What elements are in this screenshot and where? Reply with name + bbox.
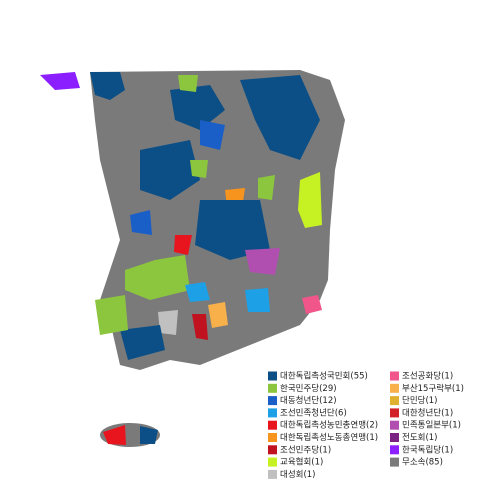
legend-swatch xyxy=(268,408,277,418)
legend-swatch xyxy=(268,469,277,479)
legend-label: 대한독립촉성농민총연맹(2) xyxy=(280,420,378,431)
legend-label: 조선민주당(1) xyxy=(280,444,331,455)
legend-swatch xyxy=(268,433,277,442)
legend-swatch xyxy=(268,383,277,393)
legend-swatch xyxy=(390,408,399,418)
legend-swatch xyxy=(390,445,399,455)
legend-swatch xyxy=(268,396,277,406)
legend-label: 단민당(1) xyxy=(402,395,438,406)
legend-swatch xyxy=(268,371,277,381)
legend-label: 대성회(1) xyxy=(280,470,316,480)
legend-swatch xyxy=(268,420,277,430)
legend-swatch xyxy=(390,396,399,406)
legend-label: 전도회(1) xyxy=(402,432,438,443)
legend-swatch xyxy=(390,383,399,393)
legend-swatch xyxy=(390,420,399,430)
legend-label: 조선민족청년단(6) xyxy=(280,407,347,418)
legend-label: 부산15구락부(1) xyxy=(402,383,464,394)
legend-label: 한국민주당(29) xyxy=(280,383,337,394)
legend-label: 대한독립촉성노동총연맹(1) xyxy=(280,432,378,443)
legend-swatch xyxy=(268,445,277,455)
legend-swatch xyxy=(390,371,399,381)
legend-label: 민족통일본부(1) xyxy=(402,420,461,431)
legend-label: 대한청년단(1) xyxy=(402,407,453,418)
legend-label: 대동청년단(12) xyxy=(280,395,337,406)
peninsula xyxy=(40,70,345,447)
legend-swatch xyxy=(268,457,277,467)
legend-swatch xyxy=(390,457,399,467)
legend-label: 한국독립당(1) xyxy=(402,444,453,455)
legend-label: 대한독립촉성국민회(55) xyxy=(280,371,368,382)
legend-swatch xyxy=(390,433,399,442)
legend-label: 무소속(85) xyxy=(402,458,443,468)
legend-label: 조선공화당(1) xyxy=(402,371,453,382)
legend-label: 교육협회(1) xyxy=(280,457,323,468)
